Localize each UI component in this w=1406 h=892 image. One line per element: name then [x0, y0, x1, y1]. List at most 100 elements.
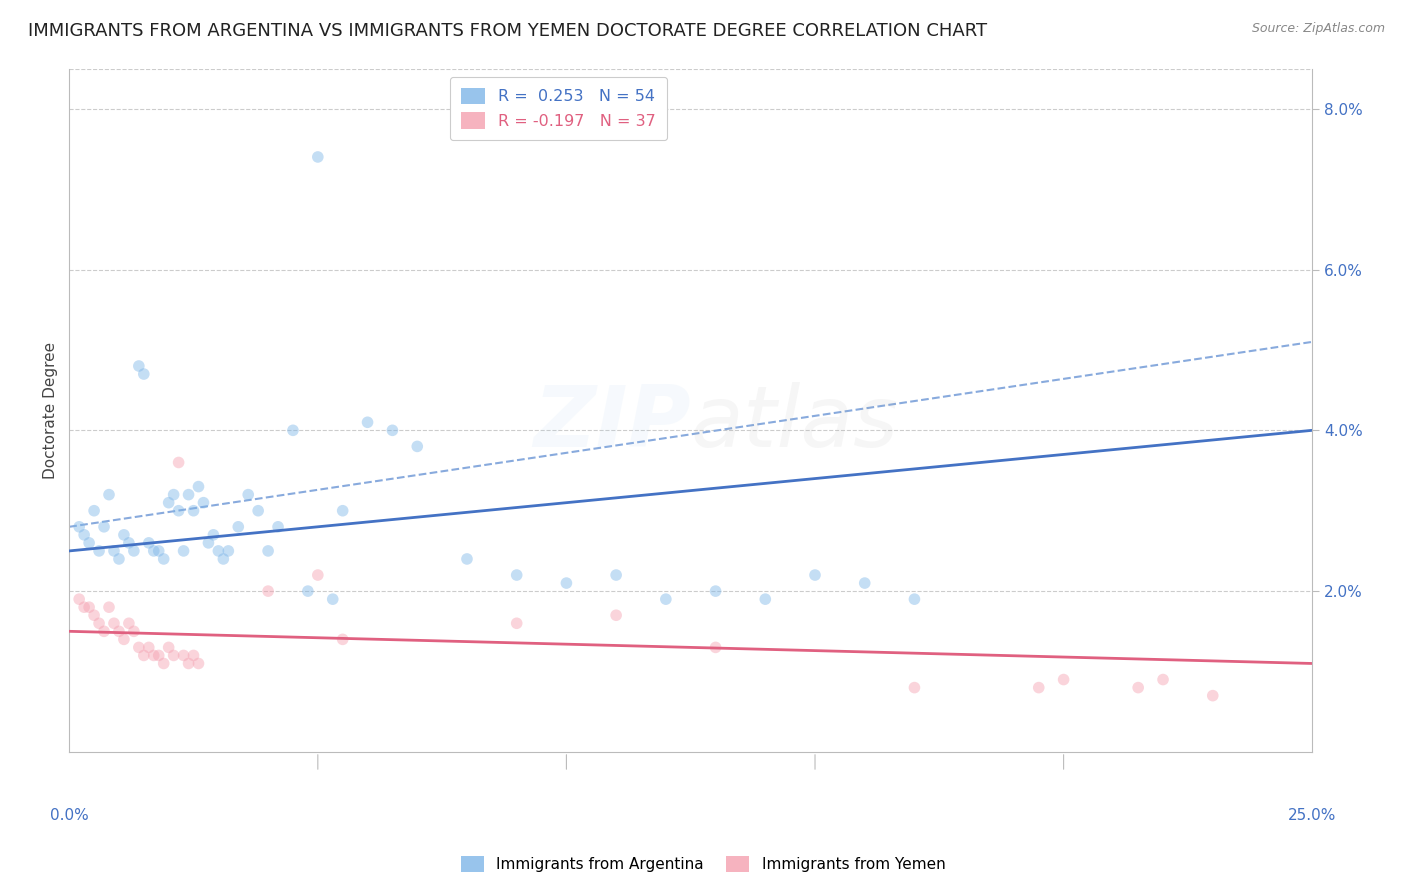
Point — [605, 568, 627, 582]
Point — [173, 648, 195, 663]
Point — [381, 423, 404, 437]
Point — [87, 544, 110, 558]
Point — [187, 657, 209, 671]
Point — [132, 648, 155, 663]
Point — [98, 488, 121, 502]
Point — [103, 616, 125, 631]
Point — [307, 568, 329, 582]
Text: 25.0%: 25.0% — [1288, 808, 1336, 823]
Point — [257, 584, 280, 599]
Text: atlas: atlas — [690, 383, 898, 466]
Text: IMMIGRANTS FROM ARGENTINA VS IMMIGRANTS FROM YEMEN DOCTORATE DEGREE CORRELATION : IMMIGRANTS FROM ARGENTINA VS IMMIGRANTS … — [28, 22, 987, 40]
Point — [903, 592, 925, 607]
Point — [93, 624, 115, 639]
Point — [73, 528, 96, 542]
Point — [197, 536, 219, 550]
Point — [187, 480, 209, 494]
Point — [804, 568, 827, 582]
Point — [605, 608, 627, 623]
Point — [77, 600, 100, 615]
Point — [122, 544, 145, 558]
Point — [505, 616, 527, 631]
Point — [555, 576, 578, 591]
Point — [1052, 673, 1074, 687]
Point — [138, 640, 160, 655]
Legend: Immigrants from Argentina, Immigrants from Yemen: Immigrants from Argentina, Immigrants fr… — [453, 848, 953, 880]
Point — [903, 681, 925, 695]
Text: ZIP: ZIP — [533, 383, 690, 466]
Point — [118, 536, 141, 550]
Point — [83, 608, 105, 623]
Point — [297, 584, 319, 599]
Point — [73, 600, 96, 615]
Point — [322, 592, 344, 607]
Point — [128, 359, 150, 373]
Point — [112, 632, 135, 647]
Point — [108, 552, 131, 566]
Point — [281, 423, 304, 437]
Point — [142, 648, 165, 663]
Point — [332, 632, 354, 647]
Point — [505, 568, 527, 582]
Point — [83, 504, 105, 518]
Point — [93, 520, 115, 534]
Point — [1028, 681, 1050, 695]
Point — [173, 544, 195, 558]
Point — [138, 536, 160, 550]
Point — [655, 592, 678, 607]
Point — [87, 616, 110, 631]
Y-axis label: Doctorate Degree: Doctorate Degree — [44, 342, 58, 479]
Point — [238, 488, 260, 502]
Point — [98, 600, 121, 615]
Point — [157, 640, 180, 655]
Point — [77, 536, 100, 550]
Point — [162, 648, 184, 663]
Point — [247, 504, 270, 518]
Point — [108, 624, 131, 639]
Point — [226, 520, 249, 534]
Point — [212, 552, 235, 566]
Point — [112, 528, 135, 542]
Point — [122, 624, 145, 639]
Point — [177, 657, 200, 671]
Text: 0.0%: 0.0% — [49, 808, 89, 823]
Point — [193, 496, 215, 510]
Point — [853, 576, 876, 591]
Point — [118, 616, 141, 631]
Point — [406, 439, 429, 453]
Legend: R =  0.253   N = 54, R = -0.197   N = 37: R = 0.253 N = 54, R = -0.197 N = 37 — [450, 77, 666, 140]
Point — [152, 657, 174, 671]
Point — [167, 455, 190, 469]
Point — [257, 544, 280, 558]
Point — [356, 415, 378, 429]
Point — [1152, 673, 1174, 687]
Point — [103, 544, 125, 558]
Point — [128, 640, 150, 655]
Point — [132, 367, 155, 381]
Point — [307, 150, 329, 164]
Point — [142, 544, 165, 558]
Point — [202, 528, 225, 542]
Point — [267, 520, 290, 534]
Point — [148, 544, 170, 558]
Point — [754, 592, 776, 607]
Point — [148, 648, 170, 663]
Point — [162, 488, 184, 502]
Point — [177, 488, 200, 502]
Point — [157, 496, 180, 510]
Point — [67, 592, 90, 607]
Point — [167, 504, 190, 518]
Point — [183, 504, 205, 518]
Point — [704, 584, 727, 599]
Text: Source: ZipAtlas.com: Source: ZipAtlas.com — [1251, 22, 1385, 36]
Point — [217, 544, 239, 558]
Point — [456, 552, 478, 566]
Point — [152, 552, 174, 566]
Point — [1128, 681, 1150, 695]
Point — [704, 640, 727, 655]
Point — [67, 520, 90, 534]
Point — [207, 544, 229, 558]
Point — [1202, 689, 1225, 703]
Point — [183, 648, 205, 663]
Point — [332, 504, 354, 518]
